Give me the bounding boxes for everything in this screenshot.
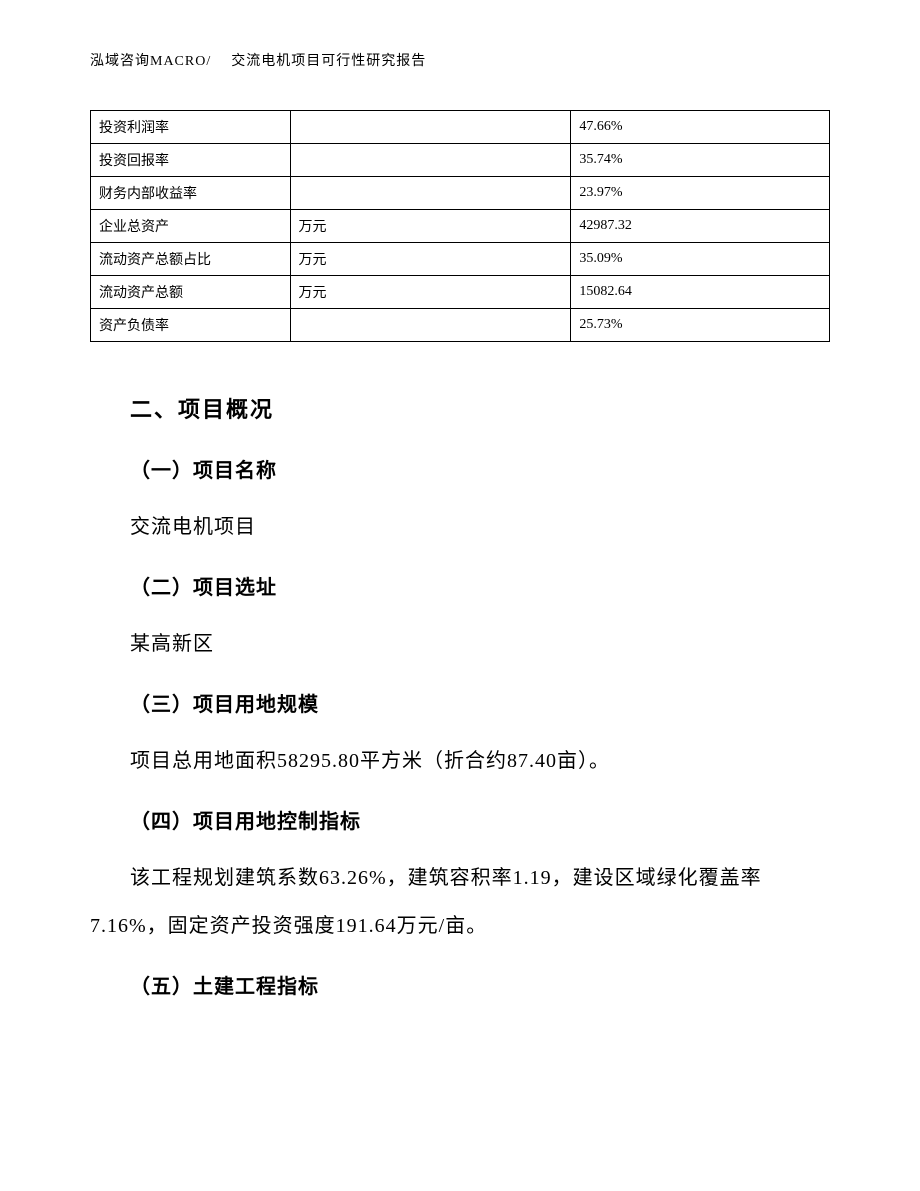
cell-value: 42987.32 [571, 210, 830, 243]
cell-value: 25.73% [571, 309, 830, 342]
cell-unit: 万元 [290, 276, 571, 309]
cell-unit: 万元 [290, 243, 571, 276]
cell-unit: 万元 [290, 210, 571, 243]
cell-unit [290, 177, 571, 210]
section-4-title: （四）项目用地控制指标 [130, 805, 830, 834]
content-body: 二、项目概况 （一）项目名称 交流电机项目 （二）项目选址 某高新区 （三）项目… [90, 392, 830, 999]
cell-label: 流动资产总额占比 [91, 243, 291, 276]
page-header: 泓域咨询MACRO/交流电机项目可行性研究报告 [90, 50, 830, 70]
cell-value: 23.97% [571, 177, 830, 210]
cell-value: 35.09% [571, 243, 830, 276]
section-2-body: 某高新区 [130, 620, 830, 668]
header-company: 泓域咨询MACRO/ [90, 54, 211, 69]
section-1-title: （一）项目名称 [130, 454, 830, 483]
cell-label: 财务内部收益率 [91, 177, 291, 210]
section-1-body: 交流电机项目 [130, 503, 830, 551]
financial-table: 投资利润率47.66%投资回报率35.74%财务内部收益率23.97%企业总资产… [90, 110, 830, 342]
section-4-body: 该工程规划建筑系数63.26%，建筑容积率1.19，建设区域绿化覆盖率7.16%… [90, 854, 830, 950]
table-row: 资产负债率 25.73% [91, 309, 830, 342]
section-3-body: 项目总用地面积58295.80平方米（折合约87.40亩）。 [130, 737, 830, 785]
cell-label: 资产负债率 [91, 309, 291, 342]
cell-label: 流动资产总额 [91, 276, 291, 309]
cell-value: 35.74% [571, 144, 830, 177]
cell-unit [290, 111, 571, 144]
section-2-title: （二）项目选址 [130, 571, 830, 600]
document-page: 泓域咨询MACRO/交流电机项目可行性研究报告 投资利润率47.66%投资回报率… [0, 0, 920, 1069]
header-doc-title: 交流电机项目可行性研究报告 [231, 54, 426, 69]
section-main-heading: 二、项目概况 [130, 392, 830, 424]
table-body: 投资利润率47.66%投资回报率35.74%财务内部收益率23.97%企业总资产… [91, 111, 830, 342]
cell-value: 15082.64 [571, 276, 830, 309]
table-row: 财务内部收益率 23.97% [91, 177, 830, 210]
section-5-title: （五）土建工程指标 [130, 970, 830, 999]
cell-label: 企业总资产 [91, 210, 291, 243]
cell-label: 投资回报率 [91, 144, 291, 177]
table-row: 流动资产总额万元15082.64 [91, 276, 830, 309]
table-row: 投资回报率 35.74% [91, 144, 830, 177]
cell-unit [290, 309, 571, 342]
table-row: 流动资产总额占比万元35.09% [91, 243, 830, 276]
cell-unit [290, 144, 571, 177]
cell-value: 47.66% [571, 111, 830, 144]
table-row: 投资利润率 47.66% [91, 111, 830, 144]
cell-label: 投资利润率 [91, 111, 291, 144]
section-3-title: （三）项目用地规模 [130, 688, 830, 717]
table-row: 企业总资产万元42987.32 [91, 210, 830, 243]
